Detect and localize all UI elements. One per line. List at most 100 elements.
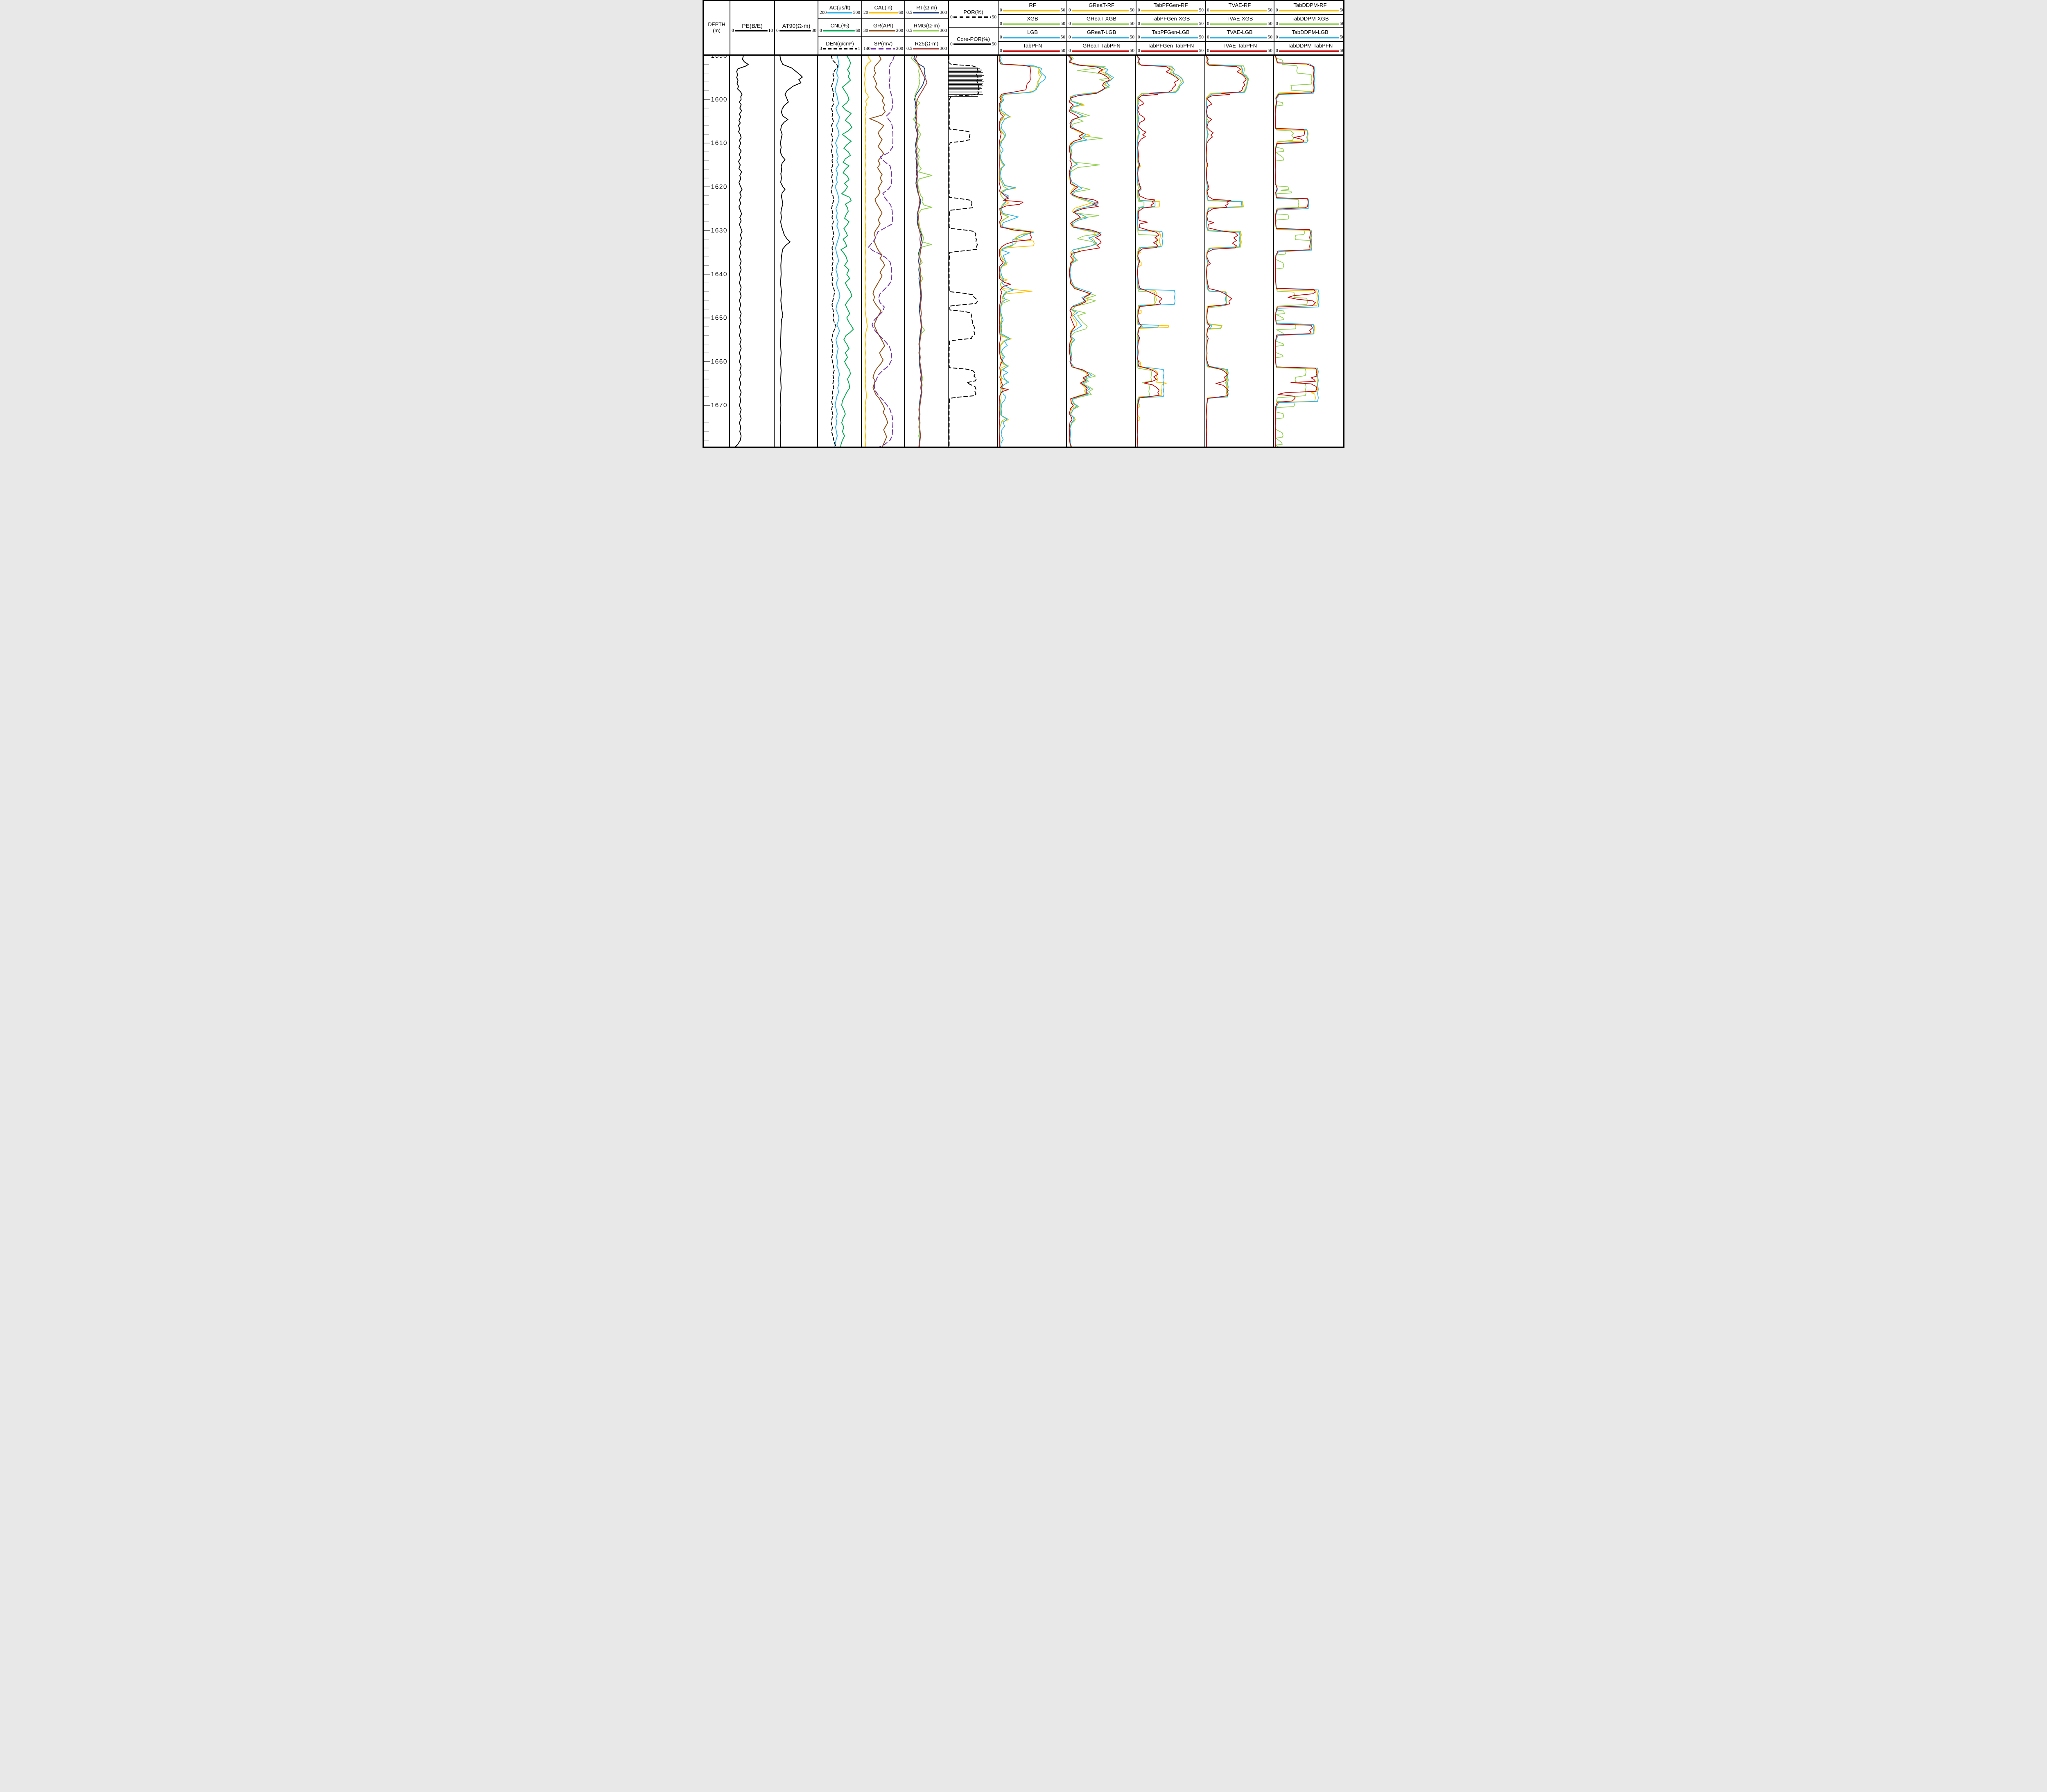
header-cell-LGB: LGB 0 50 <box>999 28 1066 42</box>
curve-scale-row: 0 50 <box>1276 48 1344 53</box>
curve-line-sample <box>1210 36 1267 38</box>
scale-min: 200 <box>820 10 827 15</box>
header-cell-TabPFGen-XGB: TabPFGen-XGB 0 50 <box>1136 15 1205 28</box>
scale-max: 50 <box>1340 8 1344 13</box>
curve-title-GReaT-LGB: GReaT-LGB <box>1087 29 1116 35</box>
header-cell-TabDDPM-RF: TabDDPM-RF 0 50 <box>1274 1 1344 15</box>
scale-max: 50 <box>1199 8 1204 13</box>
scale-max: 50 <box>1340 21 1344 26</box>
curve-line-sample <box>953 43 991 45</box>
curve-scale-row: 0 50 <box>1207 21 1272 26</box>
curve-scale-row: 0 50 <box>1069 48 1135 53</box>
scale-min: 0.5 <box>906 46 913 51</box>
curve-line-sample <box>734 30 768 32</box>
scale-min: 0 <box>1207 48 1209 53</box>
header-cell-GReaT-XGB: GReaT-XGB 0 50 <box>1067 15 1136 28</box>
curve-line-sample <box>822 48 857 50</box>
curve-title-RF: RF <box>1029 2 1036 8</box>
depth-label: 1610 <box>711 140 728 147</box>
curve-title-TVAE-RF: TVAE-RF <box>1228 2 1251 8</box>
depth-title-line: (m) <box>713 28 721 34</box>
curve-line-sample <box>1279 9 1339 11</box>
curve-LGB <box>999 56 1046 447</box>
curve-title-AC: AC(μs/ft) <box>829 4 851 11</box>
header-cell-TVAE-XGB: TVAE-XGB 0 50 <box>1206 15 1274 28</box>
curve-title-TabPFGen-RF: TabPFGen-RF <box>1153 2 1188 8</box>
track-curves-tabddpm <box>1274 56 1319 447</box>
log-header: DEPTH (m) PE(B/E) 0 10 AT90(Ω·m) 0 30 AC(μs/ft) 2… <box>704 1 1343 56</box>
curve-title-TVAE-XGB: TVAE-XGB <box>1226 16 1253 22</box>
curve-scale-row: 0 50 <box>1138 21 1204 26</box>
scale-max: 50 <box>992 41 997 47</box>
curve-POR <box>948 56 979 447</box>
depth-label: 1590 <box>711 56 728 59</box>
depth-title-line: DEPTH <box>708 22 725 27</box>
scale-max: 60 <box>898 10 904 15</box>
curve-scale-row: 0 50 <box>950 42 996 47</box>
curve-title-GReaT-TabPFN: GReaT-TabPFN <box>1082 43 1121 49</box>
curve-line-sample <box>869 30 895 32</box>
curve-scale-row: 0 50 <box>1276 35 1343 40</box>
scale-max: 50 <box>1130 21 1135 26</box>
curve-scale-row: 0 30 <box>776 28 816 33</box>
curve-line-sample <box>779 30 811 32</box>
scale-min: 0 <box>1000 48 1002 53</box>
curve-line-sample <box>1279 23 1339 25</box>
scale-max: 50 <box>1130 48 1135 53</box>
curve-line-sample <box>1210 23 1267 25</box>
scale-max: 50 <box>1340 48 1344 53</box>
curve-scale-row: 0 50 <box>1069 21 1135 26</box>
curve-scale-row: 0 50 <box>1069 35 1134 40</box>
header-cell-TVAE-RF: TVAE-RF 0 50 <box>1206 1 1274 15</box>
curve-scale-row: 0 50 <box>950 15 996 20</box>
header-cell-TVAE-TabPFN: TVAE-TabPFN 0 50 <box>1206 42 1274 54</box>
curve-title-TabDDPM-XGB: TabDDPM-XGB <box>1291 16 1329 22</box>
header-cell-GR: GR(API) 30 200 <box>862 19 904 37</box>
scale-max: 50 <box>1199 35 1204 40</box>
curve-GR <box>869 56 888 447</box>
scale-max: 50 <box>1268 35 1273 40</box>
track-header-por: POR(%) 0 50 Core-POR(%) 0 50 <box>948 1 998 54</box>
scale-min: 0 <box>1138 35 1140 40</box>
curve-title-CAL: CAL(in) <box>874 4 892 11</box>
track-curves-great <box>1068 56 1114 447</box>
scale-min: 0 <box>1000 21 1002 26</box>
curve-line-sample <box>1003 50 1060 52</box>
curve-R25 <box>915 56 928 447</box>
curve-title-GReaT-RF: GReaT-RF <box>1089 2 1114 8</box>
curve-TabDDPM-TabPFN <box>1275 56 1317 447</box>
curve-line-sample <box>1003 23 1060 25</box>
scale-min: 0 <box>776 28 779 33</box>
curve-scale-row: 0 50 <box>1000 35 1065 40</box>
curve-title-DEN: DEN(g/cm³) <box>826 40 854 47</box>
curve-line-sample <box>1141 36 1198 38</box>
curve-line-sample <box>913 30 939 32</box>
track-curves-tvae <box>1205 56 1249 447</box>
curve-line-sample <box>822 30 855 32</box>
curve-title-TabPFGen-TabPFN: TabPFGen-TabPFN <box>1147 43 1194 49</box>
scale-max: 50 <box>1268 8 1273 13</box>
scale-min: 0 <box>1138 48 1140 53</box>
track-curves-por <box>948 56 984 447</box>
scale-max: 60 <box>855 28 861 33</box>
curve-line-sample <box>913 48 939 50</box>
curve-PE <box>735 56 749 447</box>
curve-CNL <box>840 56 854 447</box>
track-curves-calgroup <box>864 56 895 447</box>
curve-scale-row: 0 50 <box>1207 8 1272 13</box>
curve-title-CorePOR: Core-POR(%) <box>957 36 990 42</box>
scale-min: 0 <box>732 28 734 33</box>
scale-min: 0 <box>1069 48 1071 53</box>
depth-label: 1660 <box>711 358 728 365</box>
scale-max: 50 <box>992 14 997 20</box>
scale-max: 200 <box>896 28 903 33</box>
curve-title-TabPFN: TabPFN <box>1023 43 1042 49</box>
header-cell-CAL: CAL(in) 20 60 <box>862 1 904 19</box>
depth-label: 1670 <box>711 402 728 409</box>
curve-AT90 <box>779 56 803 447</box>
curve-title-RT: RT(Ω·m) <box>916 4 937 11</box>
header-cell-CorePOR: Core-POR(%) 0 50 <box>949 28 998 54</box>
scale-min: 0 <box>820 28 822 33</box>
header-cell-AC: AC(μs/ft) 200 500 <box>818 1 861 19</box>
